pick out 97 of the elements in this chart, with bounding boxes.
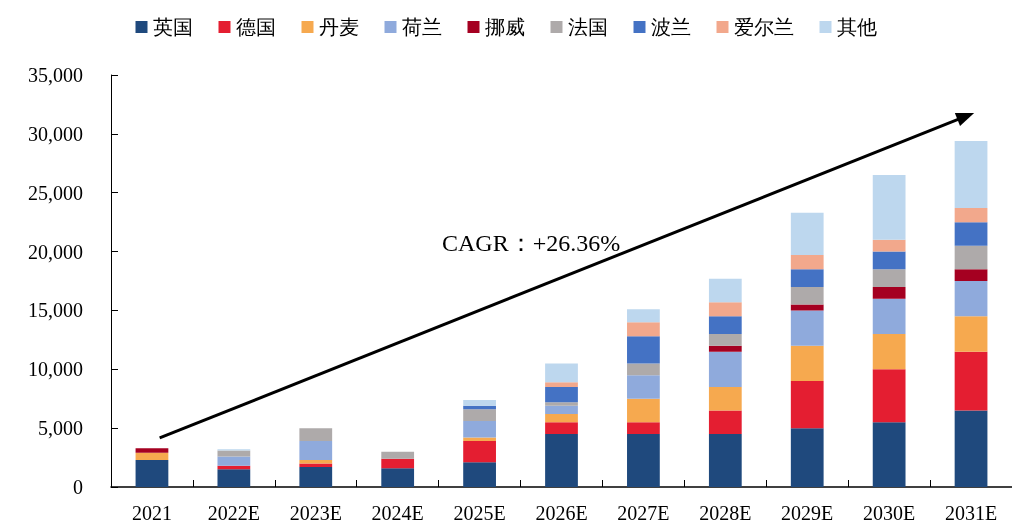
- bar: [135, 459, 169, 487]
- bar: [463, 409, 496, 422]
- bar: [790, 428, 824, 487]
- bar: [299, 463, 333, 467]
- bar: [872, 239, 906, 252]
- bar: [954, 281, 988, 317]
- bar: [627, 363, 660, 376]
- legend-label: 波兰: [650, 16, 691, 38]
- bar: [872, 369, 906, 423]
- bar: [790, 212, 824, 256]
- bar: [872, 286, 906, 299]
- x-tick-label: 2030E: [863, 502, 916, 524]
- bar: [463, 421, 496, 438]
- x-tick-label: 2029E: [781, 502, 834, 524]
- bar: [627, 336, 660, 364]
- bar: [708, 333, 742, 346]
- bar: [463, 462, 496, 487]
- x-tick-label: 2023E: [289, 502, 342, 524]
- x-tick-label: 2026E: [535, 502, 588, 524]
- legend-label: 法国: [567, 16, 608, 38]
- bar: [790, 310, 824, 346]
- y-tick-label: 30,000: [28, 122, 83, 145]
- legend-label: 挪威: [484, 16, 525, 38]
- bar: [135, 452, 169, 460]
- y-tick-label: 20,000: [28, 240, 83, 263]
- y-tick-label: 10,000: [28, 358, 83, 381]
- legend-label: 荷兰: [401, 16, 442, 38]
- legend-label: 德国: [235, 16, 276, 38]
- bar: [872, 298, 906, 334]
- x-tick-label: 2024E: [371, 502, 424, 524]
- bar: [217, 456, 251, 466]
- bar: [135, 448, 169, 453]
- bar: [545, 382, 578, 387]
- bar: [872, 175, 906, 240]
- bar: [299, 441, 333, 460]
- bar: [217, 469, 251, 487]
- bar: [463, 399, 496, 406]
- bar: [708, 386, 742, 411]
- bar: [872, 333, 906, 370]
- bar: [954, 245, 988, 270]
- bar: [790, 381, 824, 429]
- bar: [627, 322, 660, 337]
- bar: [627, 375, 660, 399]
- y-tick-label: 25,000: [28, 181, 83, 204]
- bar: [299, 466, 333, 487]
- bar: [708, 316, 742, 334]
- bar: [381, 451, 415, 459]
- bar: [790, 255, 824, 270]
- bar: [954, 208, 988, 223]
- annotation: CAGR：+26.36%: [442, 230, 621, 256]
- bar: [954, 140, 988, 209]
- legend-label: 丹麦: [318, 16, 359, 38]
- bar: [708, 345, 742, 352]
- x-tick-label: 2031E: [944, 502, 998, 524]
- bar: [627, 398, 660, 423]
- bar: [463, 441, 496, 463]
- bar: [708, 351, 742, 387]
- bar: [545, 414, 578, 423]
- bar: [790, 269, 824, 287]
- bar: [872, 269, 906, 287]
- bar: [954, 351, 988, 411]
- bar: [545, 386, 578, 403]
- bar: [872, 422, 906, 487]
- bar: [954, 316, 988, 352]
- bar: [872, 251, 906, 270]
- bar: [381, 468, 415, 487]
- x-tick-label: 2025E: [453, 502, 506, 524]
- bar: [954, 410, 988, 487]
- bar: [708, 410, 742, 435]
- x-tick-label: 2028E: [699, 502, 752, 524]
- bar: [299, 428, 333, 442]
- legend-label: 爱尔兰: [733, 16, 794, 38]
- y-tick-label: 35,000: [28, 64, 83, 86]
- bar: [790, 286, 824, 305]
- bar: [627, 309, 660, 323]
- y-tick-label: 15,000: [28, 299, 83, 322]
- x-tick-label: 2022E: [207, 502, 260, 524]
- bar: [627, 422, 660, 435]
- legend-label: 英国: [152, 16, 193, 38]
- bar: [790, 345, 824, 382]
- bar: [627, 434, 660, 487]
- bar: [954, 269, 988, 281]
- bar: [708, 302, 742, 317]
- bar: [545, 402, 578, 406]
- bar: [381, 458, 415, 469]
- y-tick-label: 5,000: [38, 417, 83, 440]
- bar: [545, 405, 578, 415]
- bar: [954, 222, 988, 246]
- y-tick-label: 0: [73, 476, 83, 498]
- bar: [545, 363, 578, 383]
- x-tick-label: 2027E: [617, 502, 670, 524]
- legend-label: 其他: [836, 16, 877, 38]
- x-tick-label: 2021: [131, 502, 172, 524]
- bar: [708, 278, 742, 303]
- bar: [708, 434, 742, 487]
- bar: [545, 422, 578, 435]
- bar: [545, 434, 578, 487]
